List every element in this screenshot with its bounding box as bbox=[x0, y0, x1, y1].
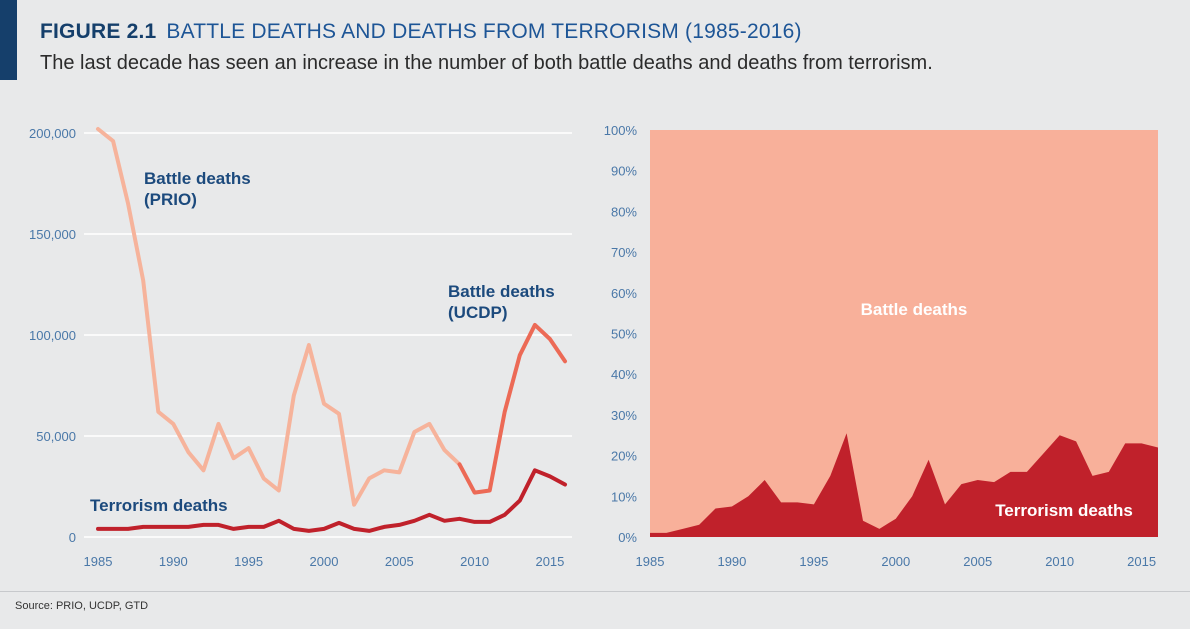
y-tick-label: 100,000 bbox=[29, 328, 76, 343]
x-tick-label: 2015 bbox=[1127, 554, 1156, 569]
x-tick-label: 1985 bbox=[636, 554, 665, 569]
label-terrorism-deaths-area: Terrorism deaths bbox=[995, 501, 1133, 520]
y-tick-label: 90% bbox=[611, 164, 637, 179]
label-battle-deaths-prio: Battle deaths (PRIO) bbox=[144, 169, 251, 209]
x-tick-label: 2000 bbox=[310, 554, 339, 569]
y-tick-label: 20% bbox=[611, 449, 637, 464]
y-tick-label: 50,000 bbox=[36, 429, 76, 444]
area-terrorism-deaths bbox=[650, 433, 1158, 537]
x-tick-label: 1990 bbox=[717, 554, 746, 569]
y-tick-label: 80% bbox=[611, 204, 637, 219]
y-tick-label: 150,000 bbox=[29, 227, 76, 242]
x-tick-label: 2000 bbox=[881, 554, 910, 569]
source-note: Source: PRIO, UCDP, GTD bbox=[15, 600, 149, 612]
x-tick-label: 2005 bbox=[963, 554, 992, 569]
x-tick-label: 1995 bbox=[799, 554, 828, 569]
line-chart-battle-terrorism: 0 50,000 100,000 150,000 200,000 1985 1990 1995… bbox=[29, 126, 572, 569]
figure-subtitle: The last decade has seen an increase in … bbox=[40, 52, 933, 74]
x-tick-label: 2015 bbox=[535, 554, 564, 569]
percent-area-chart: 0% 10% 20% 30% 40% 50% 60% 70% 80% 90% 100% 1985 199… bbox=[604, 123, 1158, 569]
y-tick-label: 100% bbox=[604, 123, 638, 138]
label-battle-deaths-area: Battle deaths bbox=[861, 300, 968, 319]
y-tick-label: 30% bbox=[611, 408, 637, 423]
y-tick-label: 40% bbox=[611, 367, 637, 382]
x-tick-label: 1990 bbox=[159, 554, 188, 569]
line-terrorism-deaths bbox=[96, 468, 567, 533]
y-tick-label: 200,000 bbox=[29, 126, 76, 141]
label-battle-deaths-ucdp: Battle deaths (UCDP) bbox=[448, 282, 555, 322]
y-tick-label: 0 bbox=[69, 530, 76, 545]
label-terrorism-deaths: Terrorism deaths bbox=[90, 496, 228, 515]
line-battle-deaths-ucdp bbox=[457, 322, 567, 495]
figure-header: FIGURE 2.1 BATTLE DEATHS AND DEATHS FROM … bbox=[40, 20, 1170, 75]
line-battle-deaths-prio bbox=[96, 127, 462, 507]
figure-number: FIGURE 2.1 bbox=[40, 20, 157, 43]
footer-divider bbox=[0, 591, 1190, 592]
y-tick-label: 60% bbox=[611, 286, 637, 301]
x-tick-label: 2010 bbox=[1045, 554, 1074, 569]
y-tick-label: 0% bbox=[618, 530, 637, 545]
x-tick-label: 1995 bbox=[234, 554, 263, 569]
figure-title: BATTLE DEATHS AND DEATHS FROM TERRORISM … bbox=[166, 20, 802, 43]
y-tick-label: 50% bbox=[611, 327, 637, 342]
y-tick-label: 70% bbox=[611, 245, 637, 260]
y-tick-label: 10% bbox=[611, 489, 637, 504]
figure-title-line: FIGURE 2.1 BATTLE DEATHS AND DEATHS FROM … bbox=[40, 20, 1170, 44]
x-tick-label: 2010 bbox=[460, 554, 489, 569]
accent-bar bbox=[0, 0, 17, 80]
x-tick-label: 1985 bbox=[84, 554, 113, 569]
x-tick-label: 2005 bbox=[385, 554, 414, 569]
